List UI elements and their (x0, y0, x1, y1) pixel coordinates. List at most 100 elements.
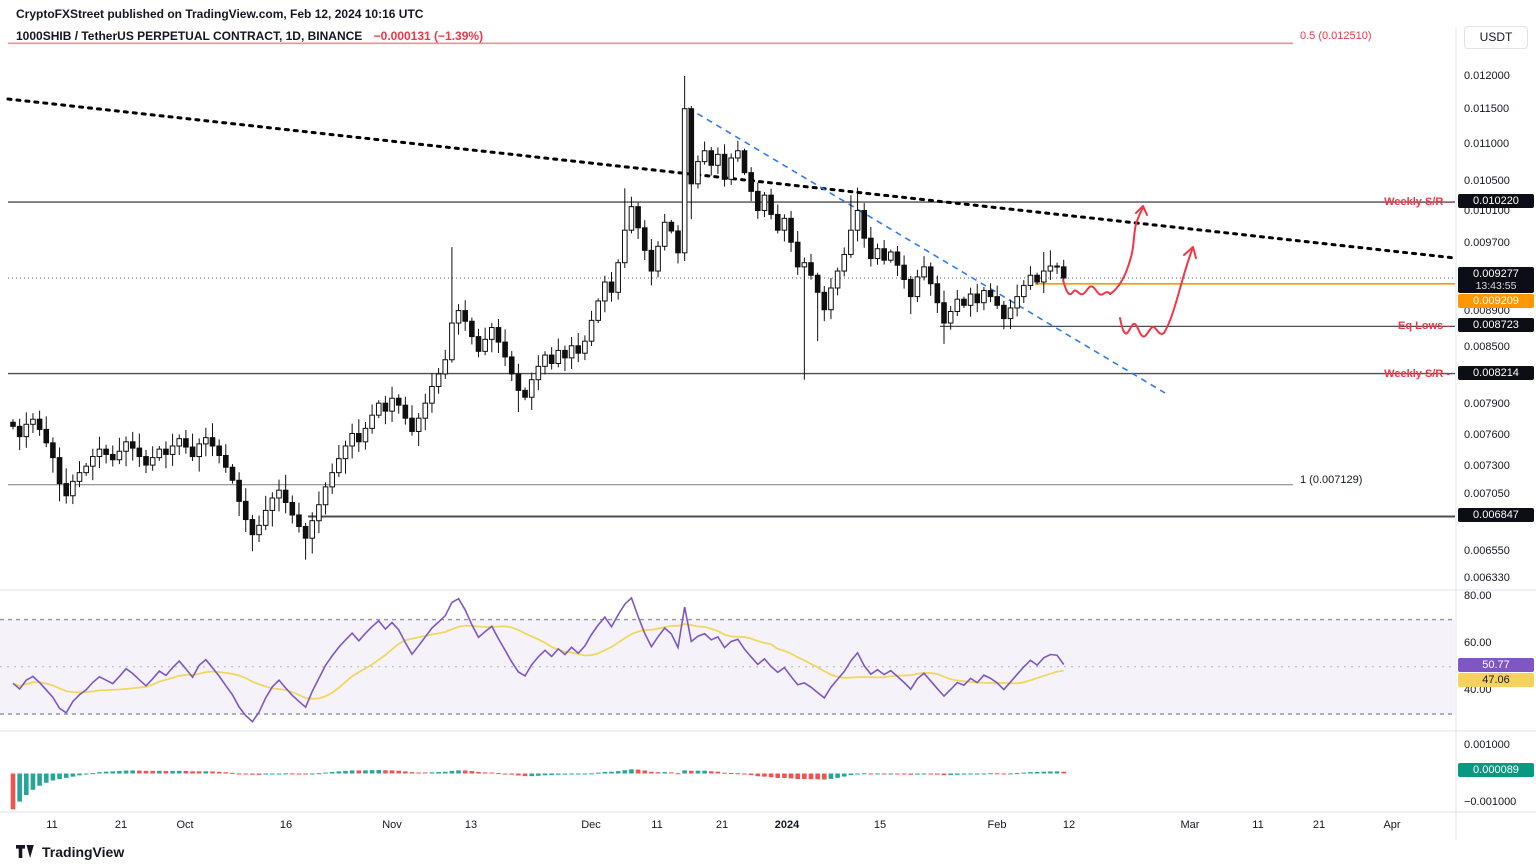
macd-histogram-bar (369, 770, 375, 774)
rsi-line (12, 596, 1065, 723)
macd-histogram-bar (190, 771, 195, 774)
candle-body (967, 293, 974, 306)
macd-histogram-bar (456, 770, 461, 774)
candle-body (482, 338, 488, 352)
macd-histogram-bar (183, 770, 189, 774)
fib-label-05: 0.5 (0.012510) (1300, 30, 1372, 42)
rsi-ma-line (12, 623, 1064, 700)
candle-body (209, 437, 216, 447)
macd-histogram-bar (203, 771, 209, 774)
macd-histogram-bar (210, 771, 215, 774)
macd-histogram-bar (908, 773, 914, 775)
macd-histogram-bar (97, 772, 102, 774)
macd-histogram-bar (309, 773, 315, 775)
candle-body (595, 300, 602, 321)
candle-body (289, 501, 296, 516)
bar-countdown: 13:43:55 (1475, 280, 1517, 292)
candle-body (622, 229, 628, 264)
macd-histogram-bar (595, 772, 601, 774)
candle-body (781, 217, 788, 231)
red-annotation-arrow (1109, 207, 1144, 295)
candle-body (894, 251, 901, 266)
candle-body (828, 287, 834, 311)
candle-body (495, 327, 502, 343)
level-price-box: 0.006847 (1458, 508, 1534, 523)
candle-body (422, 402, 429, 419)
candle-body (136, 447, 143, 458)
candle-body (103, 448, 109, 455)
level-label: Weekly S/R - (1384, 367, 1450, 380)
macd-histogram-bar (290, 773, 295, 775)
candle-body (203, 437, 209, 445)
macd-histogram-bar (669, 772, 674, 774)
candle-body (43, 428, 50, 444)
candle-body (608, 281, 615, 293)
macd-histogram-bar (702, 770, 707, 774)
candle-body (728, 157, 735, 180)
candle-body (395, 397, 402, 406)
candle-body (442, 359, 449, 375)
macd-histogram-bar (1028, 772, 1033, 774)
candle-body (575, 345, 582, 354)
macd-histogram-bar (848, 773, 854, 776)
macd-histogram-bar (542, 773, 548, 776)
macd-histogram-bar (649, 771, 654, 774)
candle-body (794, 241, 801, 268)
candle-body (196, 443, 202, 458)
macd-histogram-bar (489, 772, 495, 774)
macd-histogram-bar (788, 773, 794, 779)
macd-histogram-bar (1008, 773, 1013, 775)
macd-histogram-bar (143, 770, 149, 774)
candle-body (788, 217, 794, 243)
price-axis-tick: 0.009700 (1464, 237, 1510, 250)
macd-histogram-bar (695, 770, 701, 774)
candle-body (143, 456, 149, 466)
candle-body (1060, 266, 1067, 279)
macd-histogram-bar (383, 770, 388, 774)
price-axis-tick: 0.012000 (1464, 70, 1510, 82)
candle-body (681, 108, 688, 254)
macd-histogram-bar (469, 771, 475, 774)
candle-body (874, 248, 881, 260)
macd-histogram-bar (482, 772, 488, 774)
candle-body (602, 281, 608, 302)
macd-histogram-bar (303, 773, 308, 775)
candle-body (868, 237, 874, 260)
candle-body (761, 194, 768, 212)
time-axis-tick: 16 (279, 819, 293, 831)
macd-histogram-bar (223, 772, 229, 774)
candle-body (236, 479, 242, 502)
macd-value-label: 0.000089 (1458, 763, 1534, 777)
alert-price-label: 0.009209 (1458, 294, 1534, 308)
macd-histogram-bar (236, 773, 242, 775)
macd-histogram-bar (941, 773, 947, 776)
candle-body (907, 278, 914, 298)
macd-histogram-bar (782, 773, 787, 778)
candle-body (475, 336, 482, 352)
macd-histogram-bar (974, 773, 980, 775)
candle-body (409, 417, 415, 432)
macd-histogram-bar (1041, 771, 1047, 774)
time-axis-tick: 21 (1312, 819, 1326, 831)
candle-body (249, 519, 256, 536)
macd-histogram-bar (562, 773, 568, 775)
candle-body (901, 264, 907, 280)
macd-histogram-bar (1001, 773, 1007, 775)
candle-body (309, 520, 316, 539)
candle-body (1014, 296, 1020, 309)
candle-body (1001, 304, 1007, 320)
candle-body (50, 442, 56, 459)
time-axis-tick: 11 (651, 819, 663, 831)
macd-histogram-bar (635, 769, 641, 774)
candle-body (76, 472, 83, 482)
tradingview-logo[interactable]: TradingView (16, 844, 124, 860)
macd-histogram-bar (502, 773, 508, 775)
macd-histogram-bar (609, 771, 614, 774)
currency-toggle-button[interactable]: USDT (1464, 26, 1528, 49)
price-axis-tick: 0.008500 (1464, 340, 1510, 353)
candle-body (415, 417, 422, 432)
macd-histogram-bar (216, 771, 222, 774)
time-axis-tick: Dec (581, 819, 601, 831)
macd-histogram-bar (575, 773, 581, 775)
